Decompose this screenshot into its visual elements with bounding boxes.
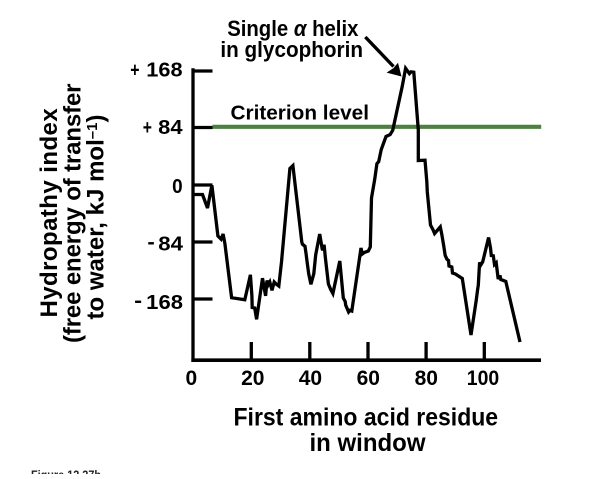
svg-text:84: 84 [158,116,183,139]
svg-text:40: 40 [299,367,322,390]
svg-text:-: - [147,230,154,253]
svg-text:0: 0 [186,367,198,390]
svg-text:Figure 12.27b: Figure 12.27b [31,468,101,474]
svg-text:20: 20 [241,367,264,390]
svg-text:First amino acid residue: First amino acid residue [234,404,499,432]
svg-text:in glycophorin: in glycophorin [220,37,363,62]
svg-text:-: - [134,289,142,312]
svg-text:Criterion level: Criterion level [231,103,370,125]
svg-text:Single α helix: Single α helix [227,16,359,41]
svg-text:100: 100 [467,367,499,390]
svg-text:84: 84 [158,232,183,255]
svg-text:168: 168 [146,291,183,314]
svg-text:0: 0 [172,175,183,198]
svg-text:+: + [130,58,139,81]
svg-text:Hydropathy index: Hydropathy index [36,108,63,318]
svg-text:to water, kJ mol–1): to water, kJ mol–1) [83,115,110,320]
svg-text:80: 80 [415,367,438,390]
svg-text:+: + [143,116,152,139]
svg-text:60: 60 [357,367,380,390]
svg-text:in window: in window [310,429,427,457]
svg-text:(free energy of transfer: (free energy of transfer [60,84,87,344]
svg-text:168: 168 [146,58,182,81]
